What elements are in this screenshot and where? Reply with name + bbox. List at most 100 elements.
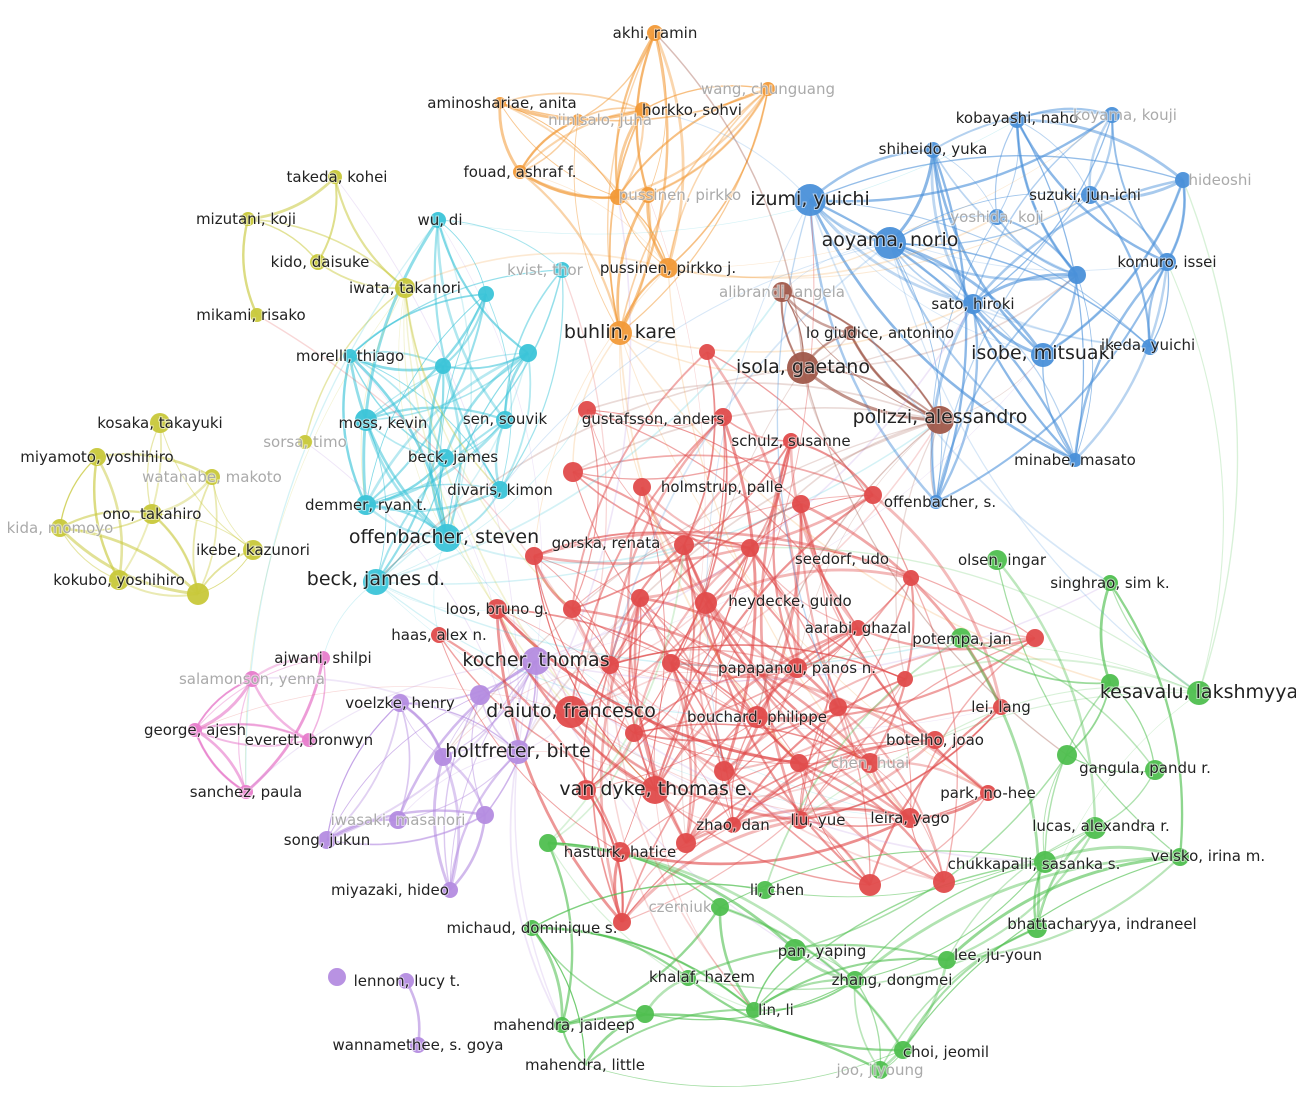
author-node[interactable] <box>555 696 587 728</box>
author-node[interactable] <box>389 811 407 829</box>
author-label[interactable]: d'aiuto, francesco <box>485 699 657 723</box>
author-node[interactable] <box>783 433 799 449</box>
author-node[interactable] <box>850 620 866 636</box>
author-node[interactable] <box>897 671 913 687</box>
author-label[interactable]: watanabe, makoto <box>141 467 283 487</box>
author-node[interactable] <box>1158 253 1176 271</box>
author-node[interactable] <box>900 808 920 828</box>
author-label[interactable]: niinisalo, juha <box>547 110 653 130</box>
author-label[interactable]: sen, souvik <box>462 409 549 429</box>
author-label[interactable]: kobayashi, naho <box>955 108 1080 128</box>
author-node[interactable] <box>506 740 530 764</box>
author-label[interactable]: iwasaki, masanori <box>330 810 467 830</box>
author-label[interactable]: sato, hiroki <box>930 294 1015 314</box>
author-node[interactable] <box>316 651 330 665</box>
author-label[interactable]: kido, daisuke <box>270 252 371 272</box>
author-node[interactable] <box>1101 674 1119 692</box>
author-label[interactable]: george, ajesh <box>143 720 247 740</box>
author-node[interactable] <box>1034 851 1056 873</box>
author-label[interactable]: komuro, issei <box>1116 252 1217 272</box>
author-label[interactable]: chukkapalli, sasanka s. <box>947 854 1122 874</box>
author-label[interactable]: wu, di <box>417 210 464 230</box>
author-node[interactable] <box>938 951 956 969</box>
author-node[interactable] <box>714 408 732 426</box>
author-node[interactable] <box>714 761 734 781</box>
author-node[interactable] <box>925 142 941 158</box>
author-node[interactable] <box>328 968 346 986</box>
author-label[interactable]: offenbacher, s. <box>883 492 997 512</box>
author-node[interactable] <box>496 411 514 429</box>
author-node[interactable] <box>610 842 630 862</box>
author-node[interactable] <box>243 540 263 560</box>
author-node[interactable] <box>951 628 971 648</box>
author-node[interactable] <box>491 481 509 499</box>
author-node[interactable] <box>470 685 490 705</box>
author-node[interactable] <box>871 1061 889 1079</box>
author-node[interactable] <box>395 278 415 298</box>
author-node[interactable] <box>874 227 906 259</box>
author-node[interactable] <box>431 627 447 643</box>
author-label[interactable]: horkko, sohvi <box>641 100 743 120</box>
author-node[interactable] <box>711 898 729 916</box>
author-node[interactable] <box>933 871 955 893</box>
author-node[interactable] <box>613 913 631 931</box>
author-node[interactable] <box>1171 848 1189 866</box>
author-node[interactable] <box>699 344 715 360</box>
author-label[interactable]: shiheido, yuka <box>878 139 989 159</box>
author-node[interactable] <box>435 358 451 374</box>
author-node[interactable] <box>1175 172 1191 188</box>
author-label[interactable]: wang, chunguang <box>700 79 836 99</box>
author-label[interactable]: botelho, joao <box>885 730 985 750</box>
author-node[interactable] <box>1057 745 1077 765</box>
author-label[interactable]: everett, bronwyn <box>244 730 374 750</box>
author-label[interactable]: zhao, dan <box>695 815 771 835</box>
author-label[interactable]: miyazaki, hideo <box>330 880 450 900</box>
author-node[interactable] <box>846 971 864 989</box>
author-node[interactable] <box>601 656 619 674</box>
author-node[interactable] <box>1081 186 1099 204</box>
author-node[interactable] <box>572 114 584 126</box>
author-node[interactable] <box>843 326 857 340</box>
author-node[interactable] <box>554 1017 570 1033</box>
author-label[interactable]: beck, james d. <box>306 567 446 591</box>
author-node[interactable] <box>636 1005 654 1023</box>
author-node[interactable] <box>298 435 312 449</box>
author-node[interactable] <box>476 806 494 824</box>
author-label[interactable]: lei, lang <box>970 697 1032 717</box>
author-node[interactable] <box>410 1037 426 1053</box>
author-node[interactable] <box>746 1002 762 1018</box>
author-label[interactable]: gorska, renata <box>551 533 662 553</box>
author-node[interactable] <box>787 658 807 678</box>
author-label[interactable]: olsen, ingar <box>957 550 1048 570</box>
author-label[interactable]: chen, huai <box>830 753 910 773</box>
author-node[interactable] <box>539 834 557 852</box>
author-label[interactable]: ono, takahiro <box>102 504 203 524</box>
author-node[interactable] <box>792 495 810 513</box>
author-label[interactable]: yoshida, koji <box>949 207 1044 227</box>
author-node[interactable] <box>241 212 255 226</box>
author-node[interactable] <box>1026 629 1044 647</box>
author-label[interactable]: holmstrup, palle <box>660 477 784 497</box>
author-node[interactable] <box>150 413 170 433</box>
author-label[interactable]: ikeda, yuichi <box>1100 335 1196 355</box>
author-node[interactable] <box>356 495 376 515</box>
author-node[interactable] <box>578 401 596 419</box>
author-label[interactable]: holtfreter, birte <box>444 739 592 763</box>
author-label[interactable]: liu, yue <box>790 810 847 830</box>
author-label[interactable]: leira, yago <box>869 808 950 828</box>
author-node[interactable] <box>695 592 717 614</box>
author-label[interactable]: fouad, ashraf f. <box>462 162 577 182</box>
author-node[interactable] <box>1104 107 1120 123</box>
author-node[interactable] <box>88 448 106 466</box>
author-label[interactable]: offenbacher, steven <box>348 525 540 549</box>
author-node[interactable] <box>576 780 596 800</box>
author-label[interactable]: gustafsson, anders <box>581 409 726 429</box>
author-node[interactable] <box>647 25 663 41</box>
author-label[interactable]: sorsa, timo <box>262 432 348 452</box>
author-label[interactable]: van dyke, thomas e. <box>558 777 753 801</box>
author-node[interactable] <box>926 731 944 749</box>
author-label[interactable]: pan, yaping <box>777 941 868 961</box>
author-label[interactable]: ikebe, kazunori <box>195 540 311 560</box>
author-node[interactable] <box>343 349 357 363</box>
author-label[interactable]: aoyama, norio <box>821 228 960 252</box>
